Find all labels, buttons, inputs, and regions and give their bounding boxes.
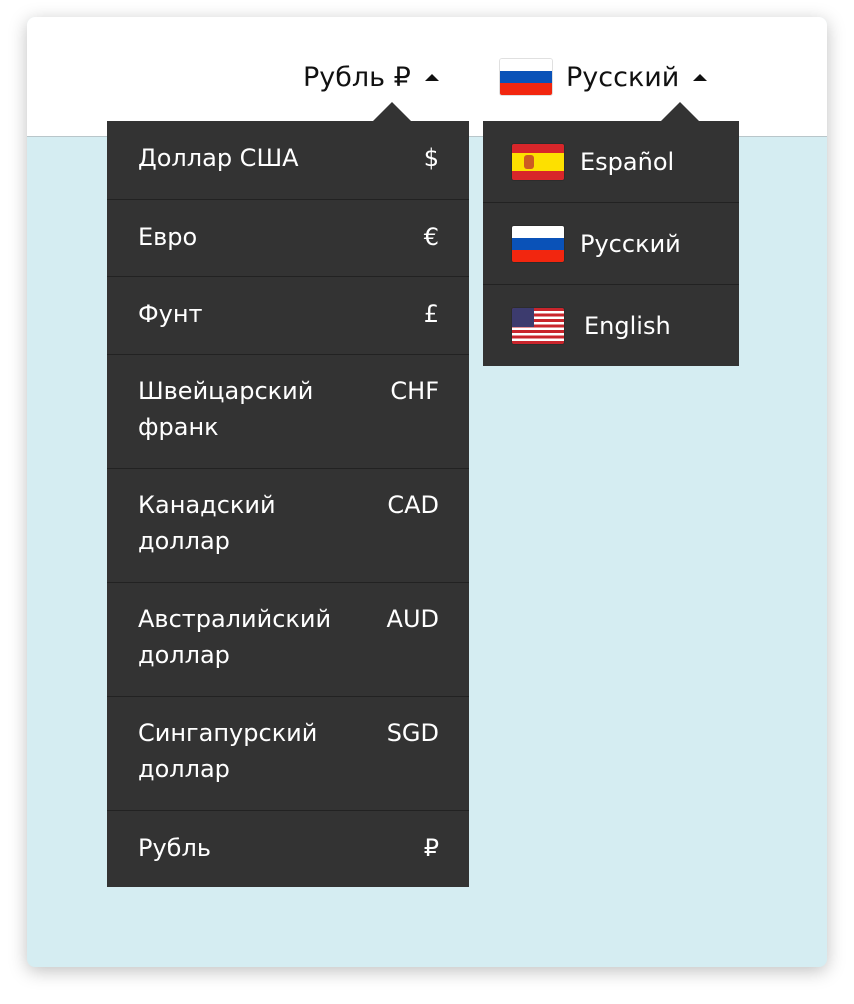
language-label: Español <box>580 147 675 176</box>
language-item-es[interactable]: Español <box>483 121 739 202</box>
currency-name: Сингапурский доллар <box>138 718 318 783</box>
currency-symbol: ₽ <box>423 833 439 862</box>
currency-name: Рубль <box>138 833 211 862</box>
currency-symbol: CAD <box>387 490 439 519</box>
currency-name: Швейцарский франк <box>138 376 314 441</box>
language-label: English <box>584 311 671 340</box>
currency-symbol: CHF <box>390 376 439 405</box>
language-item-ru[interactable]: Русский <box>483 202 739 284</box>
currency-item-usd[interactable]: Доллар США $ <box>107 121 469 199</box>
header: Рубль ₽ Русский <box>27 17 827 137</box>
caret-up-icon <box>424 73 439 81</box>
spain-flag-icon <box>512 143 564 180</box>
currency-item-aud[interactable]: Австралийский доллар AUD <box>107 581 469 696</box>
currency-name: Австралийский доллар <box>138 604 332 669</box>
russia-flag-icon <box>500 59 552 95</box>
currency-item-sgd[interactable]: Сингапурский доллар SGD <box>107 695 469 810</box>
russia-flag-icon <box>512 225 564 262</box>
currency-symbol: $ <box>423 144 439 172</box>
app-window: Рубль ₽ Русский Доллар США $ Евро € Фунт £ … <box>27 17 827 967</box>
language-dropdown: Español Русский English <box>483 102 739 366</box>
language-selector-label: Русский <box>566 61 680 93</box>
language-label: Русский <box>580 229 681 258</box>
currency-selector[interactable]: Рубль ₽ <box>303 59 439 95</box>
currency-symbol: € <box>423 222 439 251</box>
currency-name: Евро <box>138 222 198 251</box>
currency-selector-label: Рубль ₽ <box>303 61 411 93</box>
currency-item-chf[interactable]: Швейцарский франк CHF <box>107 353 469 468</box>
currency-item-eur[interactable]: Евро € <box>107 198 469 277</box>
currency-symbol: £ <box>423 300 439 328</box>
currency-dropdown: Доллар США $ Евро € Фунт £ Швейцарский фран… <box>107 102 469 888</box>
currency-item-gbp[interactable]: Фунт £ <box>107 276 469 354</box>
currency-item-rub[interactable]: Рубль ₽ <box>107 809 469 888</box>
currency-item-cad[interactable]: Канадский доллар CAD <box>107 467 469 582</box>
currency-name: Канадский доллар <box>138 490 276 555</box>
caret-up-icon <box>693 73 708 81</box>
usa-flag-icon <box>512 307 564 344</box>
language-selector[interactable]: Русский <box>500 59 708 95</box>
currency-name: Доллар США <box>138 144 299 172</box>
currency-symbol: SGD <box>386 718 439 747</box>
currency-symbol: AUD <box>386 604 439 633</box>
language-item-en[interactable]: English <box>483 284 739 366</box>
currency-name: Фунт <box>138 300 203 328</box>
